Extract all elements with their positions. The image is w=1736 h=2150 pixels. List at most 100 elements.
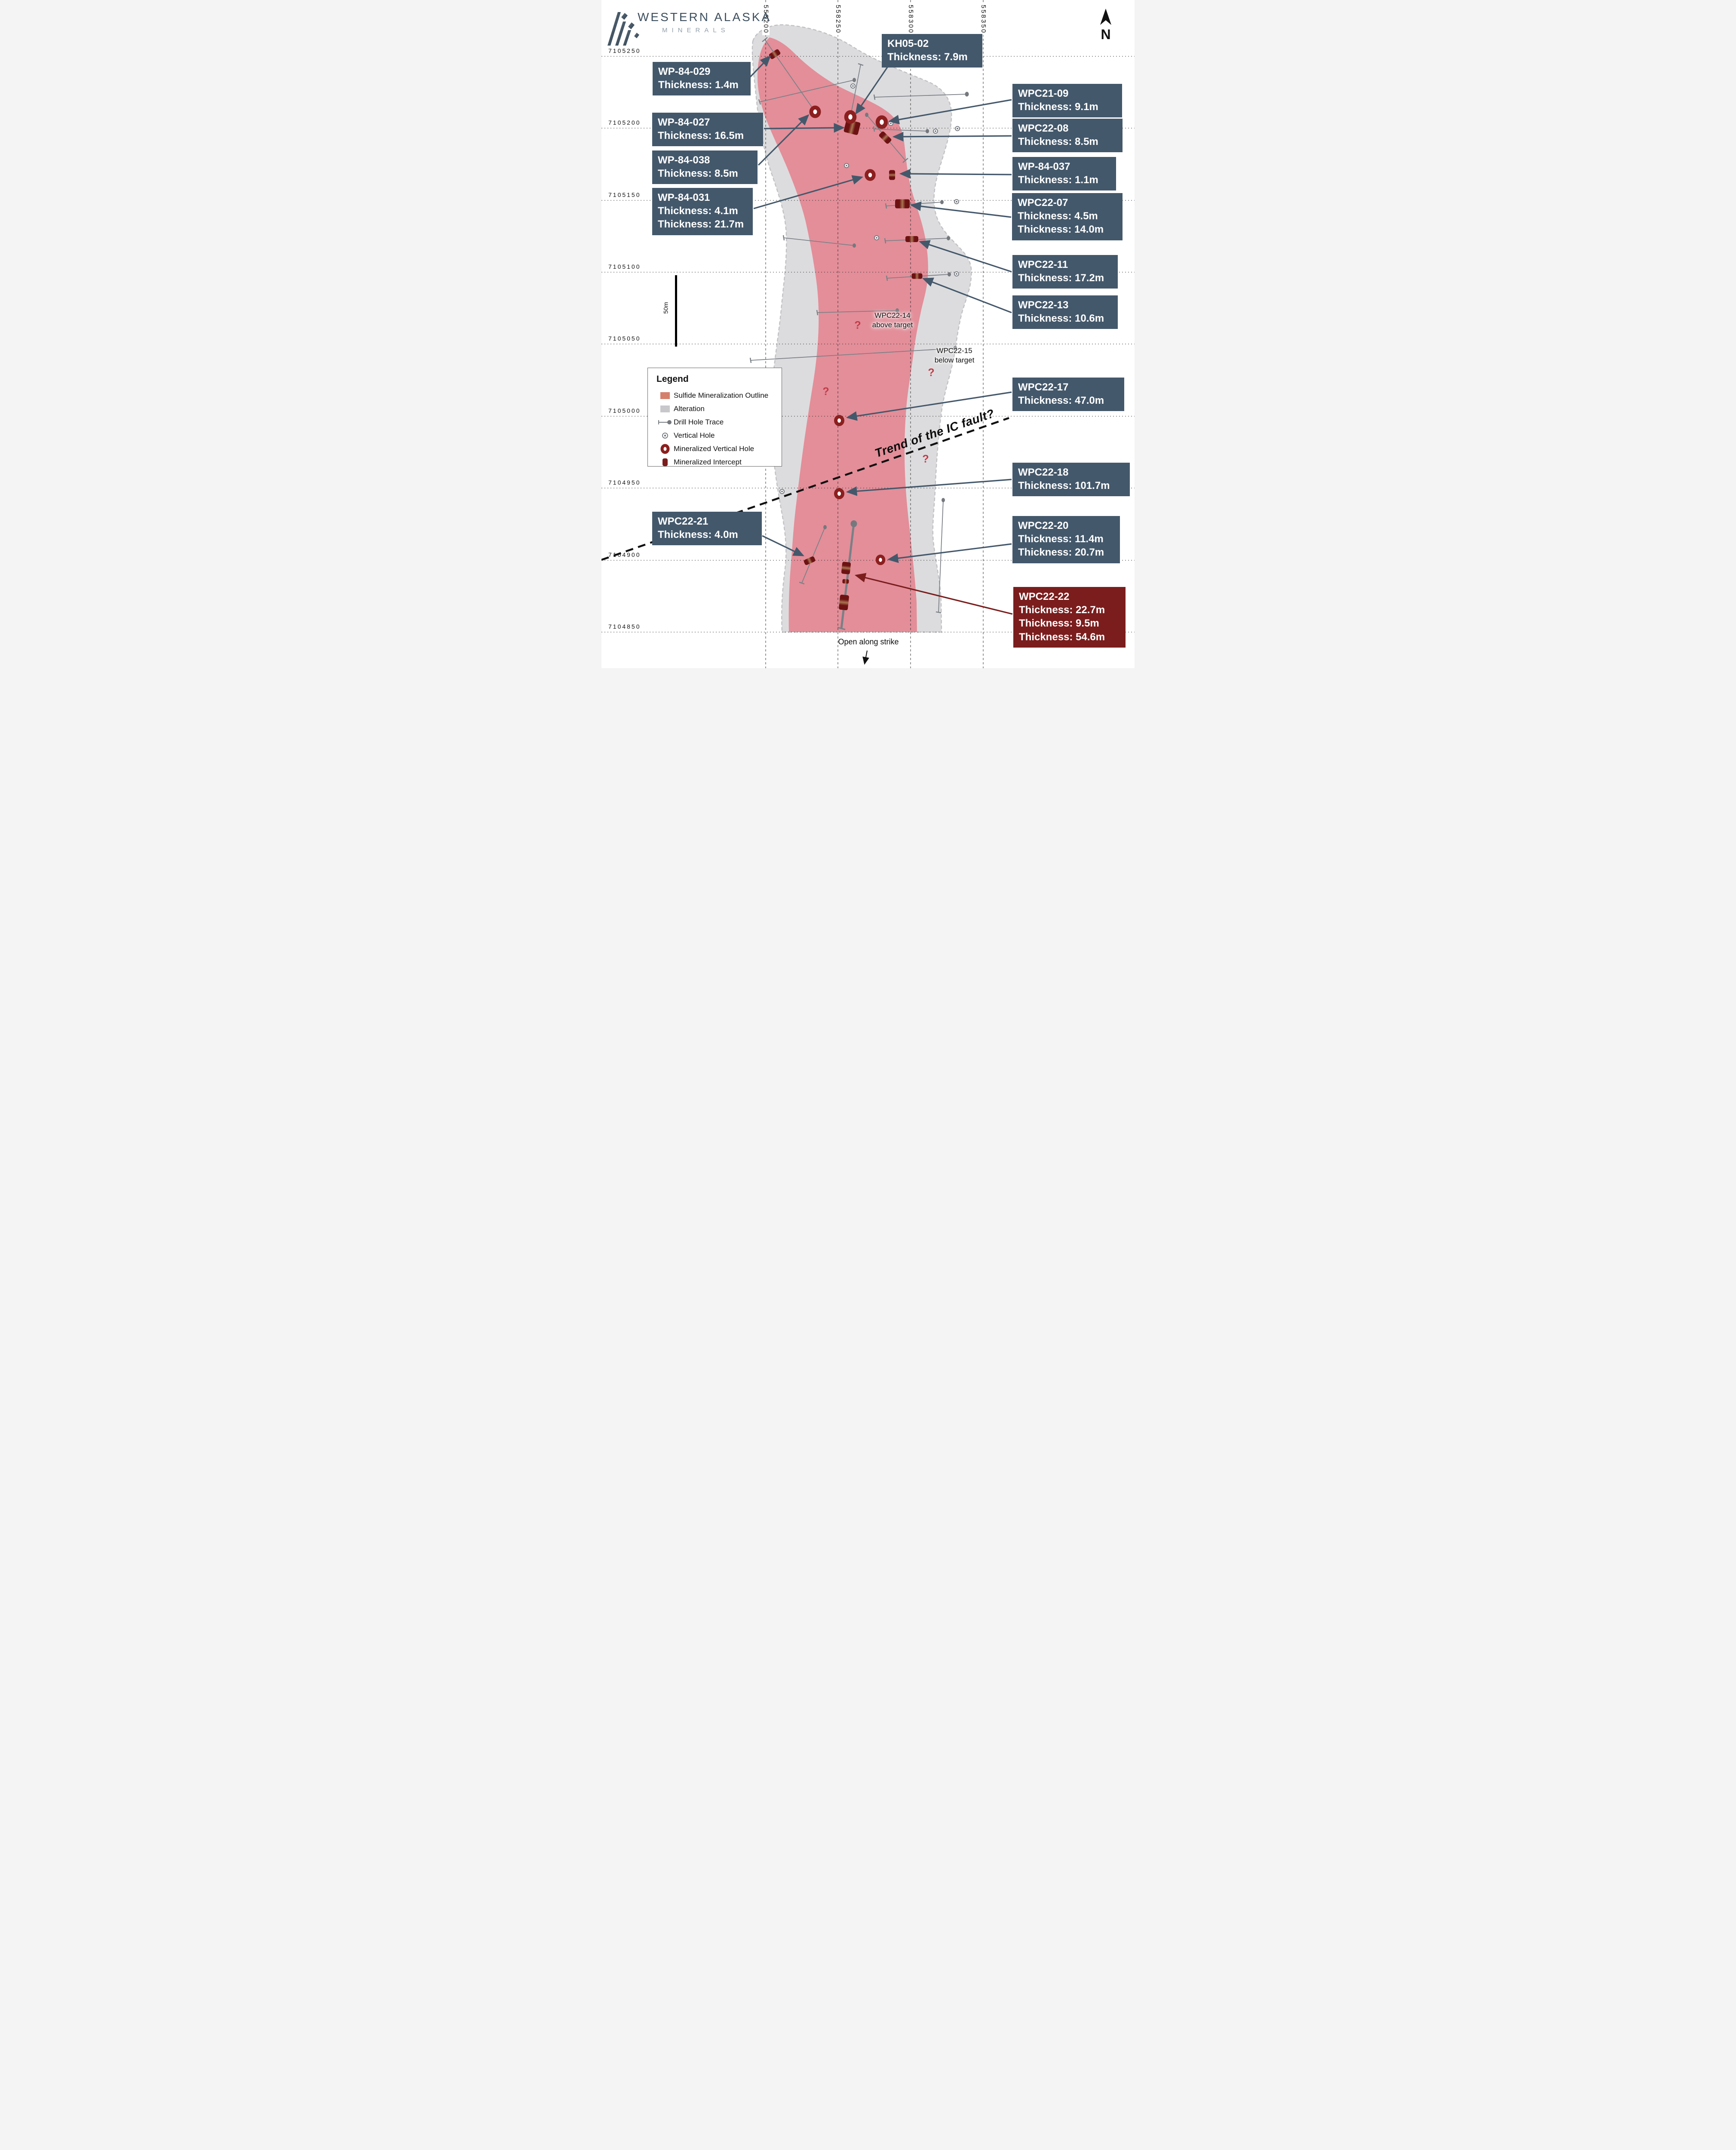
drill-plan-map-page: 558200 558250 558300 558350 7105250 7105200 71… — [601, 0, 1135, 668]
callout-thickness-line: Thickness: 14.0m — [1018, 224, 1104, 236]
callout-thickness-line: Thickness: 47.0m — [1018, 395, 1104, 407]
company-name: WESTERN ALASKA — [638, 10, 772, 24]
note-wpc22-14: WPC22-14 above target — [872, 311, 913, 330]
note-wpc22-15: WPC22-15 below target — [935, 346, 975, 365]
callout-lines: Thickness: 10.6m — [1018, 312, 1112, 325]
open-along-strike-arrow — [862, 650, 869, 665]
mineralized-intercepts — [769, 49, 923, 611]
callout-WPC22-17: WPC22-17 Thickness: 47.0m — [1012, 378, 1124, 412]
easting-label: 558250 — [834, 3, 842, 36]
northing-label: 7104950 — [608, 479, 641, 486]
callout-title: WPC22-17 — [1018, 381, 1069, 393]
note-line: WPC22-15 — [936, 346, 972, 355]
company-logo-icon — [607, 12, 639, 46]
northing-label: 7104900 — [608, 551, 641, 558]
callout-title: WP-84-038 — [658, 154, 710, 166]
legend-item-label: Mineralized Intercept — [674, 458, 742, 466]
legend-item-label: Vertical Hole — [674, 431, 715, 439]
callout-lines: Thickness: 4.5m Thickness: 14.0m — [1018, 209, 1117, 236]
question-mark: ? — [922, 453, 929, 465]
question-mark: ? — [822, 385, 829, 398]
legend-item-label: Mineralized Vertical Hole — [674, 444, 755, 453]
scale-bar-label: 50m — [662, 302, 669, 314]
northing-label: 7105000 — [608, 407, 641, 414]
callout-title: WPC22-21 — [658, 516, 709, 527]
callout-thickness-line: Thickness: 10.6m — [1018, 313, 1104, 325]
callout-lines: Thickness: 1.4m — [658, 78, 745, 92]
callout-title: WPC22-11 — [1018, 259, 1068, 270]
mineralized-vertical-hole-icon — [656, 444, 674, 454]
legend-item-label: Sulfide Mineralization Outline — [674, 391, 769, 399]
callout-lines: Thickness: 101.7m — [1018, 479, 1124, 492]
callout-WPC22-22: WPC22-22 Thickness: 22.7m Thickness: 9.5m… — [1013, 587, 1126, 648]
callout-thickness-line: Thickness: 17.2m — [1018, 272, 1104, 284]
callout-WP-84-031: WP-84-031 Thickness: 4.1m Thickness: 21.7… — [652, 188, 753, 235]
note-line: below target — [934, 356, 975, 364]
callout-lines: Thickness: 8.5m — [1018, 135, 1117, 148]
vertical-hole-icon — [656, 432, 674, 439]
north-label: N — [1101, 27, 1111, 42]
callout-title: WPC22-20 — [1018, 520, 1069, 531]
mineralized-intercept-icon — [656, 458, 674, 467]
callout-leaders — [749, 55, 1013, 615]
callout-thickness-line: Thickness: 20.7m — [1018, 547, 1104, 559]
callout-thickness-line: Thickness: 9.5m — [1019, 617, 1099, 630]
callout-lines: Thickness: 1.1m — [1018, 173, 1110, 187]
northing-label: 7104850 — [608, 623, 641, 630]
easting-label: 558350 — [980, 3, 987, 36]
note-line: WPC22-14 — [874, 311, 911, 319]
callout-thickness-line: Thickness: 22.7m — [1019, 604, 1105, 616]
trace-icon — [656, 419, 674, 425]
north-arrow-icon — [1100, 9, 1111, 25]
note-line: above target — [872, 321, 913, 329]
legend-title: Legend — [656, 374, 689, 384]
northing-label: 7105100 — [608, 263, 641, 270]
callout-title: WP-84-029 — [658, 66, 711, 77]
callout-title: WP-84-031 — [658, 192, 710, 203]
legend: Legend Sulfide Mineralization Outline Al… — [647, 368, 782, 467]
callout-lines: Thickness: 4.0m — [658, 528, 756, 541]
legend-item-mineralized-vertical-hole: Mineralized Vertical Hole — [656, 442, 782, 455]
callout-WP-84-029: WP-84-029 Thickness: 1.4m — [653, 62, 751, 96]
callout-title: WPC21-09 — [1018, 88, 1069, 99]
northing-label: 7105200 — [608, 119, 641, 126]
callout-thickness-line: Thickness: 1.4m — [658, 79, 739, 91]
callout-thickness-line: Thickness: 8.5m — [1018, 136, 1098, 148]
legend-item-mineralized-intercept: Mineralized Intercept — [656, 455, 782, 469]
callout-thickness-line: Thickness: 8.5m — [658, 168, 738, 180]
callout-thickness-line: Thickness: 21.7m — [658, 218, 744, 230]
callout-title: KH05-02 — [887, 38, 929, 49]
callout-lines: Thickness: 11.4m Thickness: 20.7m — [1018, 532, 1114, 559]
northing-label: 7105250 — [608, 47, 641, 54]
callout-thickness-line: Thickness: 4.1m — [658, 205, 738, 217]
callout-lines: Thickness: 8.5m — [658, 167, 752, 180]
callout-WPC22-18: WPC22-18 Thickness: 101.7m — [1012, 463, 1130, 497]
callout-thickness-line: Thickness: 7.9m — [887, 51, 968, 63]
callout-WP-84-027: WP-84-027 Thickness: 16.5m — [652, 113, 763, 147]
legend-item-sulfide: Sulfide Mineralization Outline — [656, 389, 782, 402]
callout-title: WP-84-037 — [1018, 161, 1070, 172]
sulfide-icon — [656, 391, 674, 400]
legend-item-trace: Drill Hole Trace — [656, 415, 782, 429]
callout-lines: Thickness: 4.1m Thickness: 21.7m — [658, 204, 747, 231]
legend-item-vertical-hole: Vertical Hole — [656, 429, 782, 442]
callout-title: WPC22-07 — [1018, 197, 1068, 209]
callout-thickness-line: Thickness: 54.6m — [1019, 631, 1105, 643]
callout-title: WPC22-22 — [1019, 591, 1070, 602]
question-mark: ? — [928, 366, 935, 379]
callout-thickness-line: Thickness: 4.0m — [658, 529, 738, 541]
callout-WPC22-11: WPC22-11 Thickness: 17.2m — [1012, 255, 1118, 289]
map-graphic — [601, 0, 1135, 668]
callout-WPC22-13: WPC22-13 Thickness: 10.6m — [1012, 295, 1118, 329]
callout-WPC22-20: WPC22-20 Thickness: 11.4m Thickness: 20.7… — [1012, 516, 1120, 563]
callout-thickness-line: Thickness: 11.4m — [1018, 533, 1104, 545]
company-subname: MINERALS — [662, 27, 730, 34]
scale-bar — [675, 275, 677, 347]
alteration-icon — [656, 405, 674, 413]
callout-WPC22-08: WPC22-08 Thickness: 8.5m — [1012, 119, 1123, 153]
question-mark: ? — [854, 319, 861, 332]
sulfide-mineralization-zone — [758, 37, 928, 632]
callout-lines: Thickness: 17.2m — [1018, 271, 1112, 285]
callout-title: WPC22-13 — [1018, 299, 1069, 311]
open-along-strike-label: Open along strike — [838, 637, 899, 646]
